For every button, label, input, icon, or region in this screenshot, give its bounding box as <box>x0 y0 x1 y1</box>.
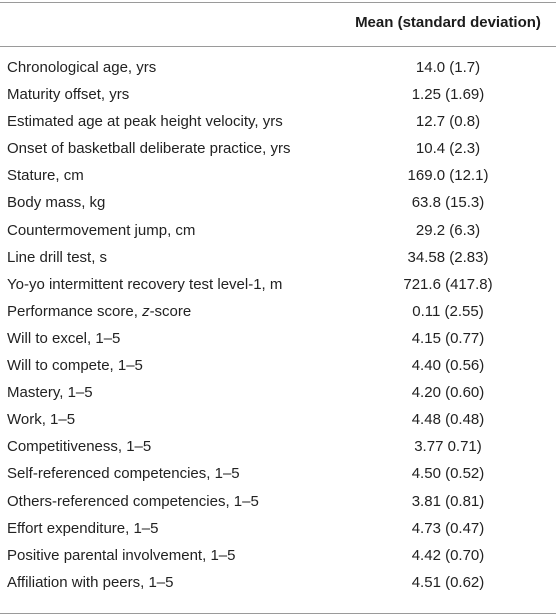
row-label: Chronological age, yrs <box>7 59 157 76</box>
row-value: 721.6 (417.8) <box>403 275 493 293</box>
row-label: Onset of basketball deliberate practice,… <box>7 140 291 158</box>
table-header: Mean (standard deviation) <box>0 2 556 46</box>
row-label-italic: z <box>142 302 150 320</box>
row-value: 63.8 (15.3) <box>411 194 485 212</box>
row-value: 0.11 (2.55) <box>412 302 484 320</box>
row-value: 4.48 (0.48) <box>411 411 485 429</box>
table-row: Others-referenced competencies, 1–5 3.81… <box>0 489 556 516</box>
row-value: 29.2 (6.3) <box>415 221 481 239</box>
table-top-rule <box>0 2 556 3</box>
row-label: Stature, cm <box>7 167 84 185</box>
row-label: Estimated age at peak height velocity, y… <box>7 113 283 131</box>
table-row: Line drill test, s 34.58 (2.83) <box>0 245 556 272</box>
table-body: Chronological age, yrs 14.0 (1.7) Maturi… <box>0 55 556 597</box>
column-header-mean-sd: Mean (standard deviation) <box>355 14 541 31</box>
row-label: Line drill test, s <box>7 248 108 266</box>
table-row: Countermovement jump, cm 29.2 (6.3) <box>0 218 556 245</box>
row-label: Mastery, 1–5 <box>7 384 93 402</box>
row-value: 4.50 (0.52) <box>411 465 485 483</box>
row-label: Will to compete, 1–5 <box>7 357 143 375</box>
row-value: 4.40 (0.56) <box>411 357 485 375</box>
row-label: Others-referenced competencies, 1–5 <box>7 492 259 510</box>
row-label: Positive parental involvement, 1–5 <box>7 546 236 564</box>
table-row: Body mass, kg 63.8 (15.3) <box>0 190 556 217</box>
table-row: Affiliation with peers, 1–5 4.51 (0.62) <box>0 570 556 597</box>
row-value: 3.77 0.71) <box>414 438 482 456</box>
table-bottom-rule <box>0 613 556 614</box>
table-row: Effort expenditure, 1–5 4.73 (0.47) <box>0 516 556 543</box>
row-value: 12.7 (0.8) <box>415 113 481 131</box>
table-row: Estimated age at peak height velocity, y… <box>0 109 556 136</box>
row-value: 3.81 (0.81) <box>411 492 485 510</box>
table-row: Will to excel, 1–5 4.15 (0.77) <box>0 326 556 353</box>
row-label-text: Performance score, <box>7 302 143 320</box>
row-label: Affiliation with peers, 1–5 <box>7 573 174 591</box>
row-label: Body mass, kg <box>7 194 106 212</box>
row-label: Will to excel, 1–5 <box>7 329 121 347</box>
row-value: 4.15 (0.77) <box>411 329 485 347</box>
row-label: Maturity offset, yrs <box>7 86 130 104</box>
row-label: Yo-yo intermittent recovery test level-1… <box>7 275 283 293</box>
row-label: Performance score, z-score <box>7 303 191 320</box>
table-row: Will to compete, 1–5 4.40 (0.56) <box>0 353 556 380</box>
row-label: Countermovement jump, cm <box>7 221 196 239</box>
row-value: 14.0 (1.7) <box>415 59 481 76</box>
row-value: 34.58 (2.83) <box>407 248 489 266</box>
row-value: 169.0 (12.1) <box>407 167 489 185</box>
table-row: Self-referenced competencies, 1–5 4.50 (… <box>0 461 556 488</box>
table-row: Positive parental involvement, 1–5 4.42 … <box>0 543 556 570</box>
row-label: Competitiveness, 1–5 <box>7 438 152 456</box>
table-row: Yo-yo intermittent recovery test level-1… <box>0 272 556 299</box>
table-row: Stature, cm 169.0 (12.1) <box>0 163 556 190</box>
row-label: Self-referenced competencies, 1–5 <box>7 465 240 483</box>
row-value: 4.20 (0.60) <box>411 384 485 402</box>
table-row: Mastery, 1–5 4.20 (0.60) <box>0 380 556 407</box>
row-value: 4.73 (0.47) <box>411 519 485 537</box>
row-label-suffix: -score <box>149 302 192 320</box>
table-row: Work, 1–5 4.48 (0.48) <box>0 407 556 434</box>
table-row: Competitiveness, 1–5 3.77 0.71) <box>0 434 556 461</box>
row-value: 10.4 (2.3) <box>415 140 481 158</box>
table-row: Onset of basketball deliberate practice,… <box>0 136 556 163</box>
row-value: 4.51 (0.62) <box>411 573 485 591</box>
row-value: 1.25 (1.69) <box>411 86 485 104</box>
table-row: Chronological age, yrs 14.0 (1.7) <box>0 55 556 82</box>
row-label: Work, 1–5 <box>7 411 76 429</box>
row-value: 4.42 (0.70) <box>411 546 485 564</box>
table-header-rule <box>0 46 556 47</box>
table-row: Performance score, z-score 0.11 (2.55) <box>0 299 556 326</box>
row-label: Effort expenditure, 1–5 <box>7 519 159 537</box>
table-row: Maturity offset, yrs 1.25 (1.69) <box>0 82 556 109</box>
